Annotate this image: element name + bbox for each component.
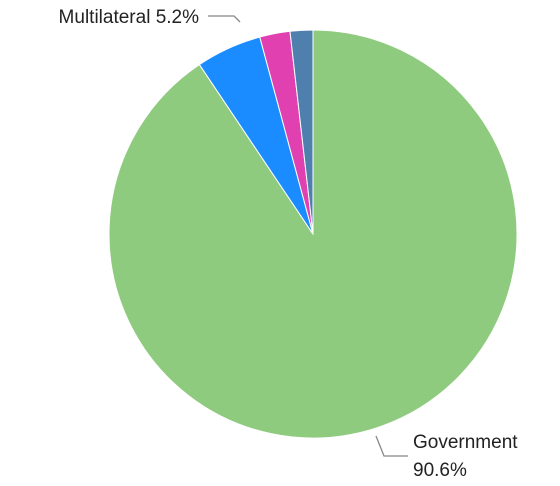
leader-line-multilateral bbox=[208, 15, 241, 23]
pie-slices bbox=[108, 29, 518, 439]
slice-label-government-name: Government bbox=[413, 432, 518, 453]
leader-line-government bbox=[375, 435, 408, 457]
slice-label-multilateral: Multilateral 5.2% bbox=[59, 7, 200, 28]
slice-label-government-value: 90.6% bbox=[413, 460, 467, 481]
pie-labels: Multilateral 5.2% Government 90.6% bbox=[59, 7, 519, 481]
pie-slice-slice-4 bbox=[289, 29, 314, 235]
